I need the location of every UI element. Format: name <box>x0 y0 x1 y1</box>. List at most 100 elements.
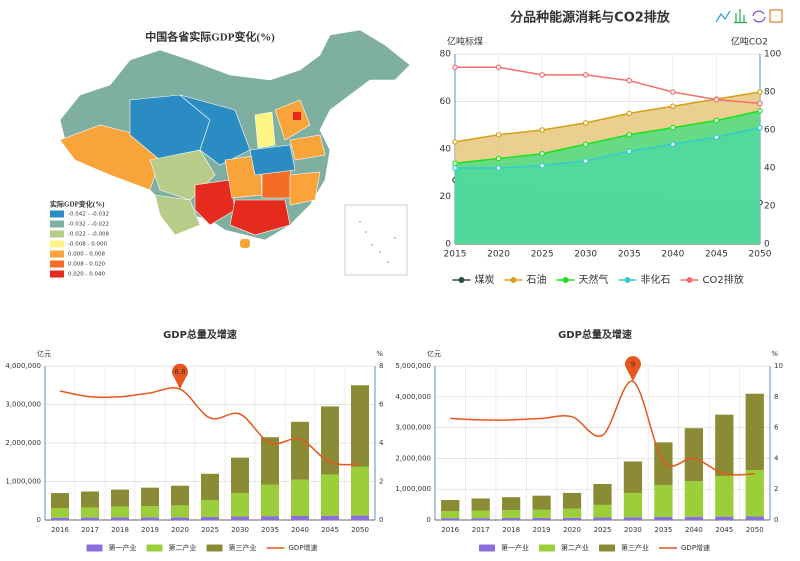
legend-label: 第一产业 <box>501 543 529 552</box>
point <box>539 72 545 78</box>
legend-label: 煤炭 <box>475 273 495 286</box>
y-tick-label: 0 <box>445 240 451 250</box>
x-tick-label: 2050 <box>746 526 764 534</box>
y2-tick-label: 8 <box>379 362 383 370</box>
y2-axis-name: % <box>771 350 778 358</box>
bar <box>745 516 764 520</box>
china-map: 中国各省实际GDP变化(%) 实际GDP变化(%) -0.042 - -0.03… <box>50 30 411 278</box>
legend-swatch <box>510 277 517 283</box>
y2-axis-name: % <box>376 350 383 358</box>
restore-icon[interactable] <box>752 10 766 23</box>
point <box>670 103 676 110</box>
legend-label: -0.032 - -0.022 <box>68 222 109 228</box>
region <box>154 194 201 236</box>
bar <box>532 517 551 520</box>
line-icon[interactable] <box>715 10 731 23</box>
mark-label: 9 <box>631 360 635 368</box>
point <box>757 89 763 95</box>
bar <box>441 499 460 512</box>
legend-swatch <box>50 270 64 278</box>
point <box>539 150 545 157</box>
y-tick-label: 1,000,000 <box>395 485 431 493</box>
bar <box>715 516 734 520</box>
legend-label: 第三产业 <box>621 543 649 552</box>
bar <box>471 518 490 520</box>
point <box>670 124 676 131</box>
legend-swatch <box>50 260 64 268</box>
bar <box>502 497 521 511</box>
y-tick-label: 2,000,000 <box>5 439 41 447</box>
legend-swatch <box>479 544 495 552</box>
y-tick-label: 4,000,000 <box>395 393 431 401</box>
islands <box>359 221 396 263</box>
legend-label: 0.020 - 0.040 <box>68 272 105 278</box>
y2-tick-label: 8 <box>774 393 778 401</box>
y2-axis-name: 亿吨CO2 <box>731 36 768 48</box>
bar <box>261 437 279 485</box>
y2-tick-label: 4 <box>379 439 384 447</box>
x-tick-label: 2018 <box>502 526 520 534</box>
x-tick-label: 2030 <box>574 250 597 260</box>
legend-label: 非化石 <box>641 273 671 286</box>
region <box>293 112 301 120</box>
point <box>626 131 633 138</box>
bar <box>593 504 612 518</box>
x-tick-label: 2018 <box>111 526 129 534</box>
legend-label: -0.022 - -0.008 <box>68 232 109 238</box>
bar <box>261 516 279 520</box>
bar <box>171 517 189 520</box>
legend-label: 第二产业 <box>561 543 589 552</box>
legend-swatch <box>599 544 615 552</box>
mark-pin <box>171 363 188 390</box>
bar <box>441 511 460 519</box>
bar <box>532 495 551 510</box>
region <box>229 199 291 236</box>
legend-swatch <box>50 230 64 238</box>
x-tick-label: 2040 <box>291 526 309 534</box>
x-tick-label: 2040 <box>661 250 684 260</box>
y-tick-label: 40 <box>440 145 452 155</box>
bar <box>171 485 189 506</box>
map-title: 中国各省实际GDP变化(%) <box>145 30 275 44</box>
region <box>254 111 276 149</box>
legend-label: 第一产业 <box>109 543 137 552</box>
legend-swatch <box>539 544 555 552</box>
legend-swatch <box>624 277 631 283</box>
chart-title: 分品种能源消耗与CO2排放 <box>510 10 671 26</box>
y-tick-label: 0 <box>427 516 431 524</box>
save-icon[interactable] <box>769 9 783 23</box>
point <box>495 64 502 71</box>
y2-tick-label: 6 <box>774 424 779 432</box>
chart-title: GDP总量及增速 <box>558 328 632 341</box>
point <box>757 100 763 107</box>
region <box>249 144 296 176</box>
point <box>626 148 633 155</box>
bar <box>471 510 490 519</box>
bar <box>231 457 249 494</box>
bar <box>502 518 521 520</box>
mark-pin <box>624 356 641 382</box>
bar <box>715 414 734 476</box>
y-tick-label: 4,000,000 <box>5 362 41 370</box>
bar-icon[interactable] <box>734 9 747 24</box>
bar <box>321 515 339 520</box>
bar <box>81 491 99 508</box>
y-tick-label: 3,000,000 <box>5 401 41 409</box>
point <box>452 64 458 71</box>
bar <box>51 508 69 518</box>
bar <box>593 483 612 505</box>
point <box>582 158 589 164</box>
legend-swatch <box>146 544 163 552</box>
mark-label: 6.8 <box>174 368 185 376</box>
x-tick-label: 2035 <box>261 526 279 534</box>
region <box>194 179 236 226</box>
x-tick-label: 2019 <box>141 526 159 534</box>
legend-label: 0.000 - 0.008 <box>68 252 105 258</box>
legend-label: 第二产业 <box>169 543 197 552</box>
x-tick-label: 2045 <box>321 526 339 534</box>
y2-tick-label: 2 <box>379 478 383 486</box>
bar <box>171 505 189 518</box>
line <box>455 126 761 169</box>
